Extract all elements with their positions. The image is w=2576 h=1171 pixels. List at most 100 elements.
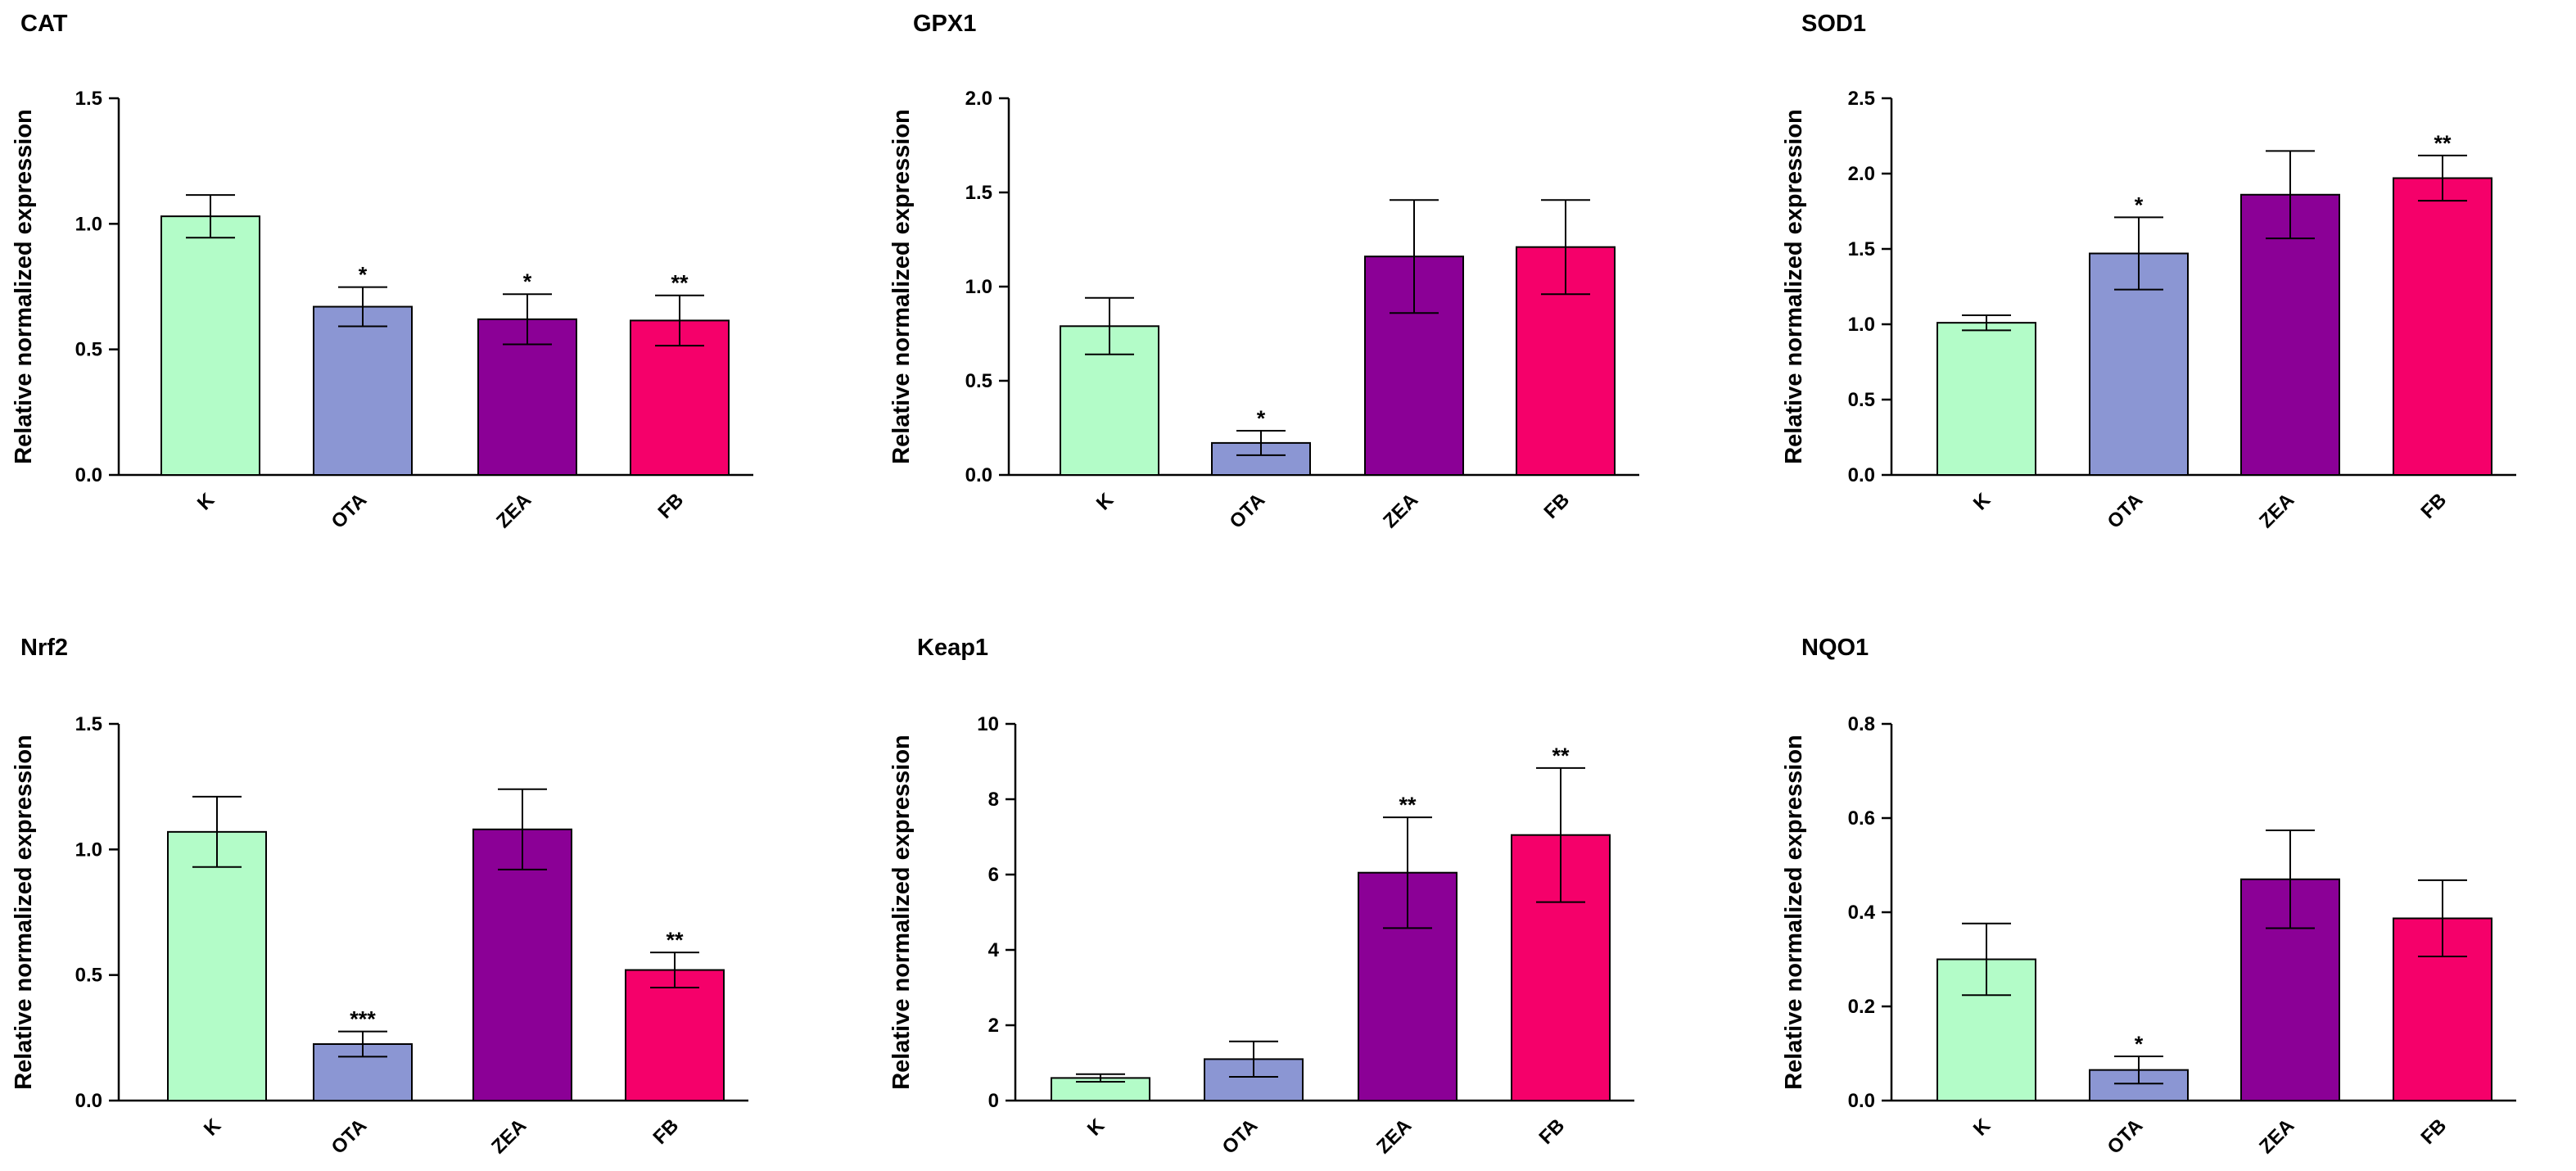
error-bar-k (186, 194, 235, 239)
significance-label: * (2135, 1032, 2144, 1056)
error-bar-fb (2418, 154, 2467, 202)
x-tick-label: OTA (1218, 1114, 1263, 1159)
error-bar-zea (498, 788, 547, 870)
error-bar-ota (338, 1030, 387, 1058)
chart-title: Nrf2 (20, 635, 68, 661)
y-tick-label: 0.0 (75, 464, 102, 486)
error-bar-k (1962, 922, 2011, 997)
y-tick-label: 2.5 (1848, 88, 1875, 110)
y-axis-label: Relative normalized expression (11, 735, 37, 1090)
x-tick-label: K (1969, 1114, 1995, 1141)
chart-title: SOD1 (1801, 11, 1866, 37)
y-axis-label: Relative normalized expression (1781, 735, 1807, 1090)
chart-panel-nqo1: NQO1 Relative normalized expression 0.0 0.2… (1781, 635, 2516, 1159)
x-tick-label: FB (1540, 489, 1575, 523)
significance-label: ** (666, 928, 684, 952)
error-bar-ota (338, 286, 387, 328)
significance-label: ** (2434, 131, 2452, 156)
bar-k (160, 215, 260, 476)
x-tick-label: OTA (328, 489, 372, 533)
error-bar-fb (1541, 199, 1590, 296)
y-tick-label: 1.5 (965, 182, 992, 204)
chart-panel-sod1: SOD1 Relative normalized expression 0.0 0.5… (1781, 11, 2516, 533)
x-tick-label: FB (649, 1114, 684, 1149)
bar-ota (313, 305, 413, 476)
x-tick-label: K (200, 1114, 226, 1141)
chart-title: GPX1 (913, 11, 976, 37)
significance-label: * (2135, 192, 2144, 217)
y-tick-label: 0.0 (965, 464, 992, 486)
bar-fb (625, 969, 725, 1101)
error-bar-fb (2418, 879, 2467, 958)
error-bar-k (1085, 296, 1134, 355)
x-tick-label: K (1969, 489, 1995, 515)
y-axis-label: Relative normalized expression (11, 109, 37, 464)
error-bar-ota (2114, 1055, 2163, 1085)
y-tick-label: 4 (988, 939, 1000, 961)
bar-zea (477, 318, 577, 476)
chart-panel-keap1: Keap1 Relative normalized expression 0 2 4 6 8… (888, 635, 1634, 1159)
error-bar-zea (1383, 816, 1432, 929)
y-tick-label: 8 (988, 789, 999, 811)
x-tick-label: ZEA (2255, 489, 2298, 532)
error-bar-zea (2266, 150, 2315, 240)
chart-panel-nrf2: Nrf2 Relative normalized expression 0.0 0.5… (11, 635, 748, 1159)
error-bar-k (192, 795, 242, 868)
significance-label: ** (671, 271, 689, 296)
error-bar-fb (1536, 766, 1585, 903)
y-tick-label: 0.0 (75, 1090, 102, 1112)
significance-label: ** (1552, 744, 1570, 768)
chart-title: NQO1 (1801, 635, 1869, 661)
y-tick-label: 1.5 (75, 713, 102, 735)
x-tick-label: FB (2417, 1114, 2452, 1149)
y-tick-label: 1.0 (1848, 314, 1875, 336)
error-bar-fb (655, 294, 704, 347)
x-tick-label: OTA (328, 1114, 372, 1159)
y-tick-label: 2.0 (1848, 163, 1875, 185)
y-tick-label: 0 (988, 1090, 999, 1112)
y-tick-label: 1.5 (1848, 238, 1875, 260)
bar-zea (2240, 193, 2340, 476)
significance-label: * (359, 263, 368, 287)
x-tick-label: FB (2417, 489, 2452, 523)
y-tick-label: 2.0 (965, 88, 992, 110)
y-tick-label: 0.0 (1848, 1090, 1875, 1112)
bar-k (167, 830, 267, 1101)
error-bar-ota (1229, 1040, 1278, 1078)
y-tick-label: 0.8 (1848, 713, 1875, 735)
x-tick-label: ZEA (1372, 1114, 1416, 1158)
x-tick-label: ZEA (2255, 1114, 2298, 1158)
error-bar-k (1962, 314, 2011, 332)
y-tick-label: 2 (988, 1015, 999, 1037)
chart-panel-gpx1: GPX1 Relative normalized expression 0.0 0.5… (888, 11, 1639, 533)
x-tick-label: FB (654, 489, 689, 523)
error-bar-k (1076, 1073, 1125, 1083)
x-tick-label: K (1092, 489, 1119, 515)
error-bar-ota (2114, 216, 2163, 291)
error-bar-fb (650, 952, 699, 988)
y-tick-label: 0.6 (1848, 807, 1875, 830)
y-tick-label: 0.0 (1848, 464, 1875, 486)
x-tick-label: OTA (2104, 1114, 2148, 1159)
y-tick-label: 1.0 (75, 839, 102, 861)
y-tick-label: 10 (977, 713, 999, 735)
y-axis-label: Relative normalized expression (888, 735, 915, 1090)
error-bar-zea (2266, 829, 2315, 929)
x-tick-label: FB (1535, 1114, 1570, 1149)
chart-panel-cat: CAT Relative normalized expression 0.0 0.5 1… (11, 11, 753, 533)
chart-title: Keap1 (917, 635, 988, 661)
y-tick-label: 6 (988, 864, 999, 886)
x-tick-label: OTA (1226, 489, 1270, 533)
y-tick-label: 0.2 (1848, 996, 1875, 1018)
y-tick-label: 0.5 (75, 339, 102, 361)
x-tick-label: OTA (2104, 489, 2148, 533)
bar-zea (472, 828, 572, 1101)
x-tick-label: ZEA (1379, 489, 1422, 532)
x-tick-label: ZEA (487, 1114, 531, 1158)
y-tick-label: 1.0 (965, 276, 992, 298)
error-bar-ota (1236, 429, 1286, 456)
significance-label: * (1257, 406, 1266, 431)
bar-k (1937, 322, 2036, 476)
significance-label: * (523, 269, 532, 294)
